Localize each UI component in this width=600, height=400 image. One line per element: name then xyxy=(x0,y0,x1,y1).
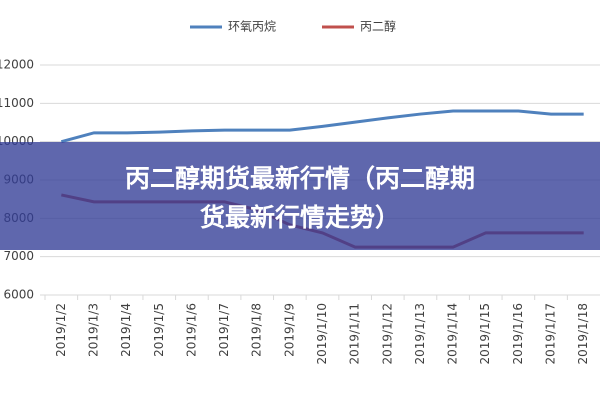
banner xyxy=(0,142,600,250)
legend-label: 丙二醇 xyxy=(360,19,396,34)
y-tick-label: 12000 xyxy=(0,58,34,72)
series-line xyxy=(60,109,584,144)
x-tick-label: 2019/1/7 xyxy=(217,303,231,357)
banner-line: 货最新行情走势） xyxy=(200,203,400,232)
x-tick-label: 2019/1/2 xyxy=(54,303,68,357)
legend-label: 环氧丙烷 xyxy=(228,20,276,34)
x-tick-label: 2019/1/3 xyxy=(86,303,100,357)
y-tick-label: 11000 xyxy=(0,96,34,110)
x-tick-label: 2019/1/13 xyxy=(413,303,427,365)
x-tick-label: 2019/1/15 xyxy=(478,303,492,365)
x-tick-label: 2019/1/10 xyxy=(315,303,329,365)
x-tick-label: 2019/1/17 xyxy=(544,303,558,365)
x-tick-label: 2019/1/12 xyxy=(380,303,394,365)
x-tick-label: 2019/1/6 xyxy=(184,303,198,357)
x-tick-label: 2019/1/11 xyxy=(348,303,362,365)
x-tick-label: 2019/1/8 xyxy=(250,303,264,357)
banner-line: 丙二醇期货最新行情（丙二醇期 xyxy=(125,164,475,193)
x-tick-label: 2019/1/4 xyxy=(119,303,133,357)
y-tick-label: 6000 xyxy=(3,288,34,302)
y-tick-label: 7000 xyxy=(3,249,34,263)
x-tick-label: 2019/1/5 xyxy=(152,303,166,357)
x-tick-label: 2019/1/14 xyxy=(446,303,460,365)
x-tick-label: 2019/1/18 xyxy=(576,303,590,365)
x-tick-label: 2019/1/16 xyxy=(511,303,525,365)
x-tick-label: 2019/1/9 xyxy=(282,303,296,357)
